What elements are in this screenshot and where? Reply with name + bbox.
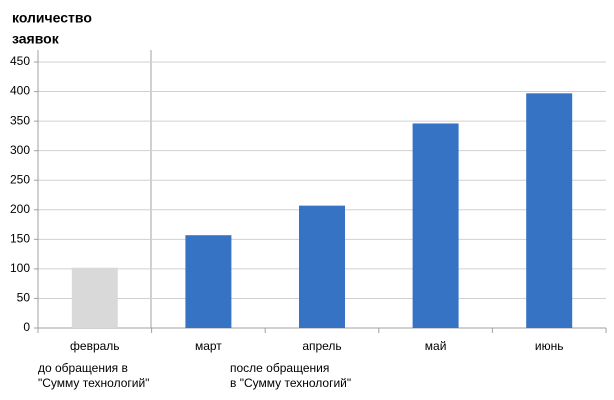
annotation: в "Сумму технологий" (230, 376, 351, 390)
y-tick-label: 50 (17, 291, 31, 305)
x-tick-label: апрель (302, 339, 341, 353)
bar (185, 235, 232, 328)
y-tick-label: 300 (10, 143, 30, 157)
x-tick-label: февраль (70, 339, 120, 353)
annotation: до обращения в (38, 361, 128, 375)
annotation: "Сумму технологий" (38, 376, 149, 390)
bar (526, 93, 573, 328)
x-tick-label: март (195, 339, 222, 353)
y-tick-label: 450 (10, 54, 30, 68)
y-tick-label: 200 (10, 202, 30, 216)
y-tick-label: 0 (23, 320, 30, 334)
annotation: после обращения (230, 361, 329, 375)
x-tick-label: май (425, 339, 447, 353)
x-tick-label: июнь (535, 339, 564, 353)
y-tick-label: 350 (10, 113, 30, 127)
bar (299, 205, 345, 328)
bar (412, 123, 459, 328)
y-tick-label: 150 (10, 232, 30, 246)
chart-title: заявок (12, 31, 60, 47)
y-tick-label: 100 (10, 261, 30, 275)
chart-title: количество (12, 10, 92, 26)
y-tick-label: 400 (10, 84, 30, 98)
y-tick-label: 250 (10, 172, 30, 186)
bar (71, 267, 118, 328)
